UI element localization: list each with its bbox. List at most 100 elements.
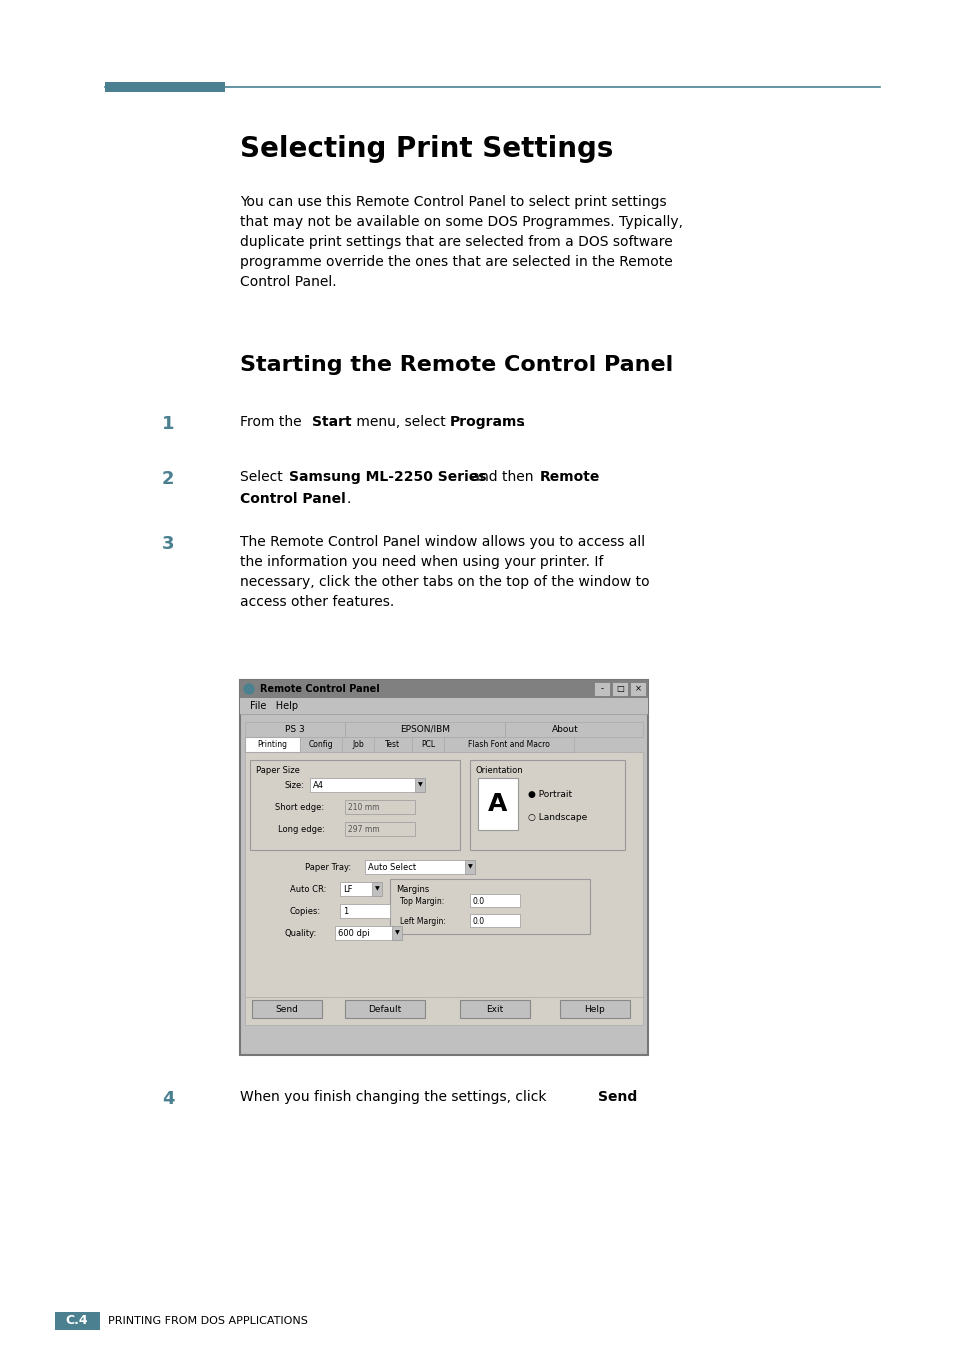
Bar [412, 737, 443, 752]
Text: PCL: PCL [420, 740, 435, 749]
Bar [464, 860, 475, 874]
Bar [477, 778, 517, 830]
Bar [310, 778, 424, 793]
Text: EPSON/IBM: EPSON/IBM [399, 725, 450, 735]
Bar [341, 737, 374, 752]
Text: Start: Start [312, 415, 352, 429]
Text: Paper Tray:: Paper Tray: [305, 864, 351, 872]
Text: Flash Font and Macro: Flash Font and Macro [468, 740, 549, 749]
Bar [55, 1312, 100, 1330]
Text: PS 3: PS 3 [285, 725, 305, 735]
Text: 0.0: 0.0 [473, 896, 485, 906]
Text: C.4: C.4 [66, 1314, 89, 1328]
Bar [339, 882, 379, 896]
Bar [612, 682, 627, 696]
Text: Default: Default [368, 1004, 401, 1014]
Text: Control Panel: Control Panel [240, 492, 345, 506]
Bar [459, 1000, 530, 1018]
Bar [594, 682, 609, 696]
Text: -: - [599, 685, 603, 693]
Text: Send: Send [598, 1091, 637, 1104]
Bar [245, 752, 642, 1024]
Bar [345, 1000, 424, 1018]
Bar [345, 799, 415, 814]
Text: Paper Size: Paper Size [255, 766, 299, 775]
Text: 297 mm: 297 mm [348, 825, 379, 833]
Text: Select: Select [240, 470, 287, 484]
Text: Top Margin:: Top Margin: [399, 896, 444, 906]
Text: ▼: ▼ [395, 930, 399, 936]
Text: .: . [520, 415, 525, 429]
Text: File   Help: File Help [250, 701, 297, 710]
Text: Selecting Print Settings: Selecting Print Settings [240, 135, 613, 163]
Bar [245, 723, 642, 737]
Text: LF: LF [343, 884, 352, 894]
Text: Auto CR:: Auto CR: [290, 886, 326, 895]
Text: ● Portrait: ● Portrait [527, 790, 572, 799]
Text: Quality:: Quality: [285, 930, 317, 938]
Text: Programs: Programs [450, 415, 525, 429]
Bar [392, 926, 401, 940]
Text: Samsung ML-2250 Series: Samsung ML-2250 Series [289, 470, 486, 484]
Bar [365, 860, 475, 874]
Text: You can use this Remote Control Panel to select print settings
that may not be a: You can use this Remote Control Panel to… [240, 195, 682, 290]
Text: Test: Test [385, 740, 400, 749]
Text: Config: Config [309, 740, 333, 749]
Bar [245, 737, 299, 752]
Text: PRINTING FROM DOS APPLICATIONS: PRINTING FROM DOS APPLICATIONS [108, 1316, 308, 1326]
Bar [240, 698, 647, 714]
Text: Size:: Size: [285, 782, 305, 790]
Text: Printing: Printing [257, 740, 287, 749]
Text: Remote: Remote [539, 470, 599, 484]
Text: A: A [488, 793, 507, 816]
Text: ▼: ▼ [467, 864, 472, 869]
Text: 4: 4 [162, 1091, 174, 1108]
Bar [252, 1000, 322, 1018]
Text: .: . [347, 492, 351, 506]
Text: 0.0: 0.0 [473, 917, 485, 926]
Text: Exit: Exit [486, 1004, 503, 1014]
Text: Copies:: Copies: [290, 907, 321, 917]
Circle shape [244, 683, 253, 694]
Text: Orientation: Orientation [476, 766, 523, 775]
Bar [240, 679, 647, 1055]
Bar [345, 822, 415, 836]
Text: .: . [633, 1091, 637, 1104]
Bar [390, 879, 589, 934]
Text: menu, select: menu, select [352, 415, 450, 429]
Text: Job: Job [352, 740, 363, 749]
Bar [629, 682, 645, 696]
Text: Send: Send [275, 1004, 298, 1014]
Text: Help: Help [584, 1004, 605, 1014]
Text: Long edge:: Long edge: [277, 825, 325, 834]
Text: Margins: Margins [395, 886, 429, 894]
Bar [240, 679, 647, 698]
Text: Remote Control Panel: Remote Control Panel [260, 683, 379, 694]
Text: ×: × [634, 685, 640, 693]
Text: 1: 1 [343, 906, 348, 915]
Bar [559, 1000, 629, 1018]
Bar [372, 882, 381, 896]
Bar [470, 894, 519, 907]
Text: Short edge:: Short edge: [274, 803, 324, 813]
Text: 3: 3 [162, 535, 174, 553]
Text: When you finish changing the settings, click: When you finish changing the settings, c… [240, 1091, 550, 1104]
Text: From the: From the [240, 415, 306, 429]
Text: Starting the Remote Control Panel: Starting the Remote Control Panel [240, 355, 673, 375]
Text: 2: 2 [162, 470, 174, 488]
Text: Auto Select: Auto Select [368, 863, 416, 872]
Text: and then: and then [467, 470, 537, 484]
Bar [105, 82, 225, 92]
Text: □: □ [616, 685, 623, 693]
Text: 210 mm: 210 mm [348, 802, 379, 811]
Bar [470, 760, 624, 851]
Text: Left Margin:: Left Margin: [399, 917, 445, 926]
Bar [470, 914, 519, 927]
Bar [250, 760, 459, 851]
Bar [299, 737, 341, 752]
Bar [374, 737, 412, 752]
Text: A4: A4 [313, 780, 324, 790]
Text: ○ Landscape: ○ Landscape [527, 813, 587, 822]
Bar [339, 905, 390, 918]
Text: 1: 1 [162, 415, 174, 433]
